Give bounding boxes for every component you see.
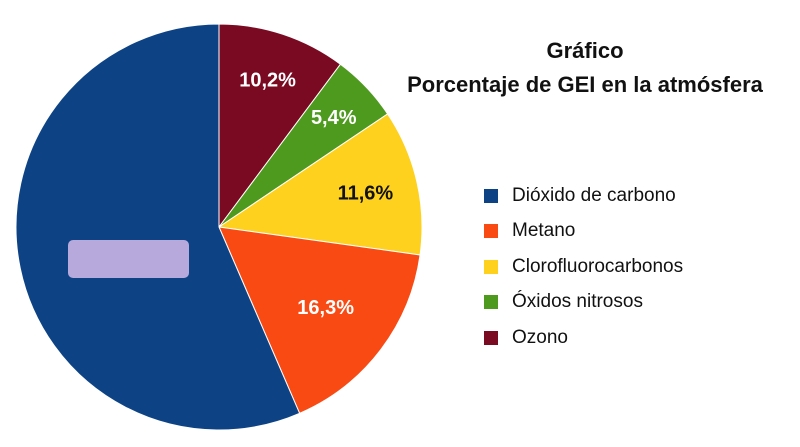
pie-label-oxidos-nitrosos: 5,4% [311, 107, 357, 129]
pie-label-ozono: 10,2% [239, 70, 296, 92]
legend-item-metano: Metano [484, 214, 683, 250]
legend-swatch [484, 330, 498, 345]
pie-slice-dioxido-de-carbono [15, 23, 301, 431]
legend-swatch [484, 188, 498, 203]
pie-slice-clorofluorocarbonos [217, 113, 423, 256]
hidden-label-box [68, 240, 189, 278]
legend-item-dioxido-de-carbono: Dióxido de carbono [484, 178, 683, 214]
legend-swatch [484, 259, 498, 274]
chart-title: Gráfico Porcentaje de GEI en la atmósfer… [385, 34, 785, 102]
legend-label: Dióxido de carbono [512, 184, 676, 206]
legend-swatch [484, 295, 498, 310]
legend-label: Clorofluorocarbonos [512, 255, 684, 277]
pie-label-metano: 16,3% [297, 297, 354, 319]
legend-label: Óxidos nitrosos [512, 291, 643, 313]
legend-label: Metano [512, 220, 576, 242]
chart-title-line1: Gráfico [546, 38, 624, 63]
legend-swatch [484, 224, 498, 239]
legend-item-oxidos-nitrosos: Óxidos nitrosos [484, 285, 683, 321]
legend-item-ozono: Ozono [484, 320, 683, 356]
pie-label-clorofluorocarbonos: 11,6% [338, 182, 394, 204]
legend-item-clorofluorocarbonos: Clorofluorocarbonos [484, 249, 683, 285]
chart-legend: Dióxido de carbono Metano Clorofluorocar… [484, 178, 683, 356]
chart-title-line2: Porcentaje de GEI en la atmósfera [407, 72, 763, 97]
pie-slice-ozono [218, 23, 342, 229]
legend-label: Ozono [512, 326, 568, 348]
pie-slice-metano [218, 226, 421, 414]
